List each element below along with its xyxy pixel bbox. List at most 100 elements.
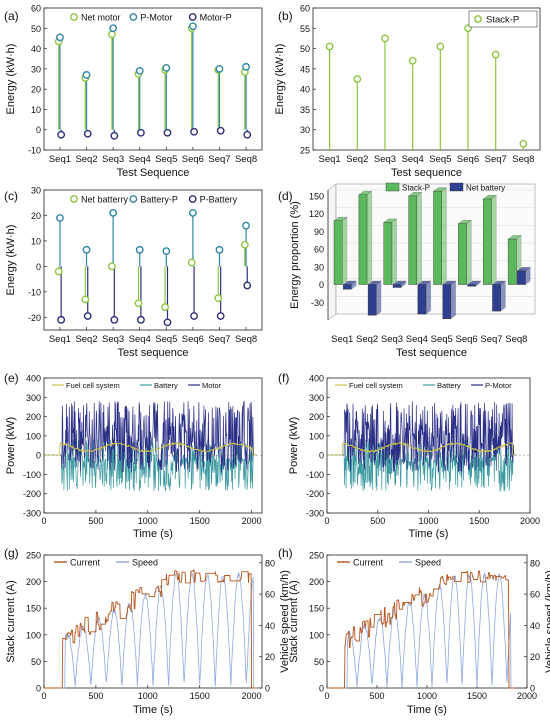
current-line	[327, 570, 515, 689]
bar-net-battery-side	[351, 280, 357, 290]
panel-e: -300 -200 -100 0 100 200 300 400 Power (kW) 0 500 1…	[5, 374, 263, 540]
x-tick-label: Seq3	[102, 154, 124, 165]
y-tick-label: -10	[28, 146, 41, 156]
data-point-0	[161, 303, 169, 311]
y-tick-label: -300	[23, 509, 41, 519]
x-axis-label: Test Sequence	[117, 167, 190, 179]
y-tick-label: -10	[28, 287, 41, 297]
plot-frame	[43, 189, 263, 331]
plot-frame	[43, 554, 263, 689]
y-tick-label: 60	[314, 245, 324, 255]
x-tick-label: 1500	[467, 691, 487, 701]
data-point-2	[243, 130, 252, 139]
plot-frame	[43, 377, 263, 514]
panel-label: (c)	[4, 189, 18, 203]
x-tick-label: Seq8	[235, 154, 257, 165]
legend-swatch	[385, 182, 400, 192]
legend-box	[468, 10, 538, 28]
bar-stack-p-side	[416, 192, 422, 285]
bar-stack-p-side	[441, 187, 447, 285]
y-tick-label: 20	[31, 85, 41, 95]
data-point-0	[81, 295, 90, 304]
data-point-0	[214, 294, 223, 303]
y-tick-label: 150	[309, 191, 324, 201]
y-tick-label: 80	[530, 558, 540, 568]
y-tick-label: 50	[314, 657, 324, 667]
data-point-0	[134, 299, 143, 308]
y-tick-label: 20	[31, 211, 41, 221]
bar-net-battery-side	[450, 280, 456, 320]
y-tick-label: 200	[26, 577, 41, 587]
x-tick-label: 0	[41, 691, 46, 701]
legend-label: Motor-P	[200, 13, 232, 23]
y-axis-label: Energy (kW·h)	[5, 44, 17, 115]
panel-label: (f)	[278, 371, 289, 385]
x-tick-label: Seq4	[129, 154, 151, 165]
data-point-1	[215, 245, 224, 254]
data-point-2	[57, 130, 66, 139]
y-tick-label: 100	[26, 630, 41, 640]
y-tick-label: 60	[300, 4, 310, 14]
x-axis-label: Test sequence	[391, 167, 462, 179]
x-tick-label: Seq7	[208, 154, 230, 165]
legend-marker	[474, 15, 482, 23]
y-tick-label: -100	[23, 470, 41, 480]
x-tick-label: 1500	[190, 516, 210, 526]
y-tick-label: 40	[265, 621, 275, 631]
data-point-0	[491, 50, 500, 59]
bar-stack-p-side	[366, 190, 373, 285]
legend-label: Speed	[132, 558, 158, 568]
x-tick-label: 1500	[469, 516, 489, 526]
y-tick-label: 120	[309, 209, 324, 219]
data-point-1	[135, 245, 144, 254]
data-point-1	[56, 33, 64, 42]
y-tick-label: 200	[309, 577, 324, 587]
data-point-1	[242, 62, 250, 71]
x-axis-label: Time (s)	[133, 528, 173, 540]
x-tick-label: Seq7	[485, 154, 507, 165]
y-tick-label: 0	[36, 125, 41, 135]
x-tick-label: 500	[369, 691, 384, 701]
bar-net-battery-side	[475, 280, 481, 287]
data-point-1	[162, 247, 171, 255]
y-tick-label: 25	[300, 146, 310, 156]
panel-label: (b)	[278, 9, 293, 23]
x-tick-label: Seq1	[331, 334, 353, 345]
legend-label: Battery-P	[140, 195, 178, 205]
y-tick-label: 0	[36, 451, 41, 461]
y-tick-label: 0	[36, 684, 41, 694]
bar-net-battery	[517, 270, 526, 285]
data-point-2	[163, 318, 172, 327]
panel-b: 25 30 35 40 45 50 55 60 Energy (kW·h) Seq1 Seq2 Seq…	[274, 4, 541, 179]
y-tick-label: 100	[26, 431, 41, 441]
x-tick-label: 1500	[190, 691, 210, 701]
x-tick-label: Seq3	[374, 154, 396, 165]
y-tick-label: 0	[319, 684, 324, 694]
x-tick-label: Seq6	[457, 154, 479, 165]
y-tick-label: 0	[319, 280, 324, 290]
y-tick-label: -300	[306, 509, 324, 519]
panel-label: (e)	[4, 371, 19, 385]
bar-stack-p	[433, 190, 442, 285]
legend-label: Stack-P	[402, 184, 430, 193]
y-tick-label: 400	[26, 374, 41, 384]
y-tick-label: 50	[31, 24, 41, 34]
data-point-2	[190, 127, 198, 136]
y-tick-label: 30	[300, 125, 310, 135]
y-tick-label: 60	[530, 590, 540, 600]
data-point-1	[82, 71, 91, 79]
data-point-0	[108, 30, 116, 39]
x-axis-label: Time (s)	[407, 704, 447, 716]
y-tick-label: 45	[300, 64, 310, 74]
panel-f: -300 -200 -100 0 100 200 300 400 Power (kW) 0 500 1…	[288, 374, 540, 541]
panel-a: -10 0 10 20 30 40 50 60 Energy (kW·h) Seq1 Seq2 Seq…	[5, 4, 263, 179]
x-tick-label: Seq2	[75, 334, 97, 345]
y-axis-label: Stack current (A)	[5, 580, 17, 663]
y-axis-label: Energy (kW·h)	[5, 225, 17, 296]
panel-c: -20 -10 0 10 20 30 Energy (kW·h) Seq1 Seq2 Seq3 Se…	[5, 186, 263, 359]
y-tick-label: 20	[530, 652, 540, 662]
data-point-0	[381, 34, 389, 43]
panel-label: (g)	[4, 546, 19, 560]
x-tick-label: 2000	[242, 516, 262, 526]
x-tick-label: 2000	[520, 516, 540, 526]
